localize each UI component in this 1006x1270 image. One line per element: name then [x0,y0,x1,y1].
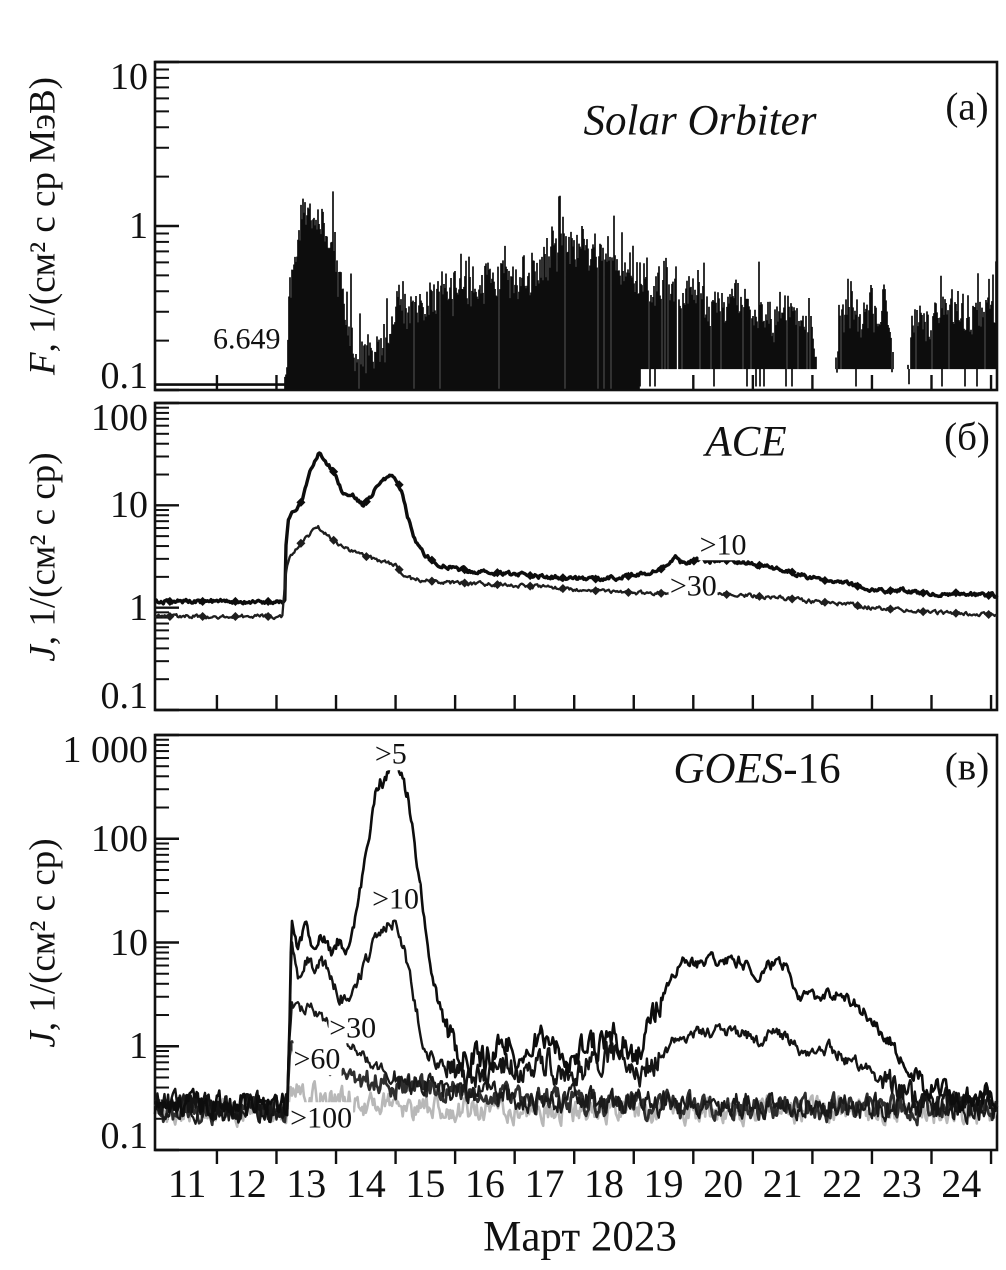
y-tick-label: 1 [129,1025,148,1068]
y-tick-label: 100 [91,817,148,860]
x-tick-label: 24 [941,1161,982,1206]
series-marker-ace10 [525,571,535,581]
series-marker-ace10 [591,574,601,584]
x-tick-label: 17 [524,1161,565,1206]
series-marker-ace10 [656,564,666,574]
curve-label: >10 [698,528,748,562]
panel-title-b: ACE [705,418,786,467]
x-tick-label: 23 [881,1161,922,1206]
y-tick-label: 0.1 [100,355,149,397]
y-tick-label: 100 [91,397,148,439]
series-marker-ace30 [853,601,863,611]
y-tick-label: 1 [129,586,148,629]
series-marker-ace30 [525,581,535,591]
y-axis-title-a: F, 1/(см² с ср МэВ) [22,77,65,375]
curve-label: >100 [289,1100,354,1134]
x-tick-label: 14 [345,1161,386,1206]
series-marker-ace30 [492,580,502,590]
series-marker-ace10 [460,565,470,575]
series-marker-ace30 [591,586,601,596]
y-axis-title-b: J, 1/(см² с ср) [22,452,65,661]
series-marker-ace30 [820,597,830,607]
curve-label: >30 [328,1011,378,1045]
y-tick-label: 1 [129,205,148,247]
y-axis-title-v: J, 1/(см² с ср) [22,838,65,1047]
series-marker-ace30 [918,607,928,617]
x-tick-label: 21 [762,1161,803,1206]
x-tick-label: 22 [822,1161,863,1206]
series-marker-ace10 [885,586,895,596]
curve-label: >60 [292,1042,342,1076]
series-marker-ace30 [329,535,339,545]
y-tick-label: 1 000 [62,729,149,771]
panel-title-a: Solar Orbiter [584,97,817,146]
y-tick-label: 0.1 [100,675,149,717]
series-marker-ace10 [492,568,502,578]
series-marker-ace10 [787,567,797,577]
x-tick-label: 18 [583,1161,624,1206]
x-tick-label: 13 [286,1161,327,1206]
y-axis-var: J [22,644,64,662]
series-marker-ace10 [754,560,764,570]
y-tick-label: 10 [110,484,148,527]
panel-title-roman: -16 [783,745,841,793]
series-marker-ace30 [558,584,568,594]
x-tick-label: 12 [226,1161,267,1206]
y-axis-var: J [22,1030,64,1048]
series-marker-ace10 [918,588,928,598]
series-marker-ace10 [853,581,863,591]
series-marker-ace10 [951,588,961,598]
x-axis-title: Март 2023 [483,1213,677,1261]
panel-title-italic: Solar Orbiter [583,97,817,145]
series-marker-ace10 [984,590,994,600]
x-tick-label: 19 [643,1161,684,1206]
curve-label: 6.649 [212,322,281,356]
series-marker-ace10 [558,573,568,583]
series-line-g5 [153,759,999,1121]
series-marker-ace30 [984,610,994,620]
series-area-so [284,191,997,390]
series-marker-ace30 [885,604,895,614]
series-marker-ace30 [754,591,764,601]
curve-label: >30 [668,569,718,603]
panel-letter-a: (а) [945,85,989,129]
series-marker-ace30 [460,578,470,588]
panel-title-italic: GOES [673,745,784,793]
y-axis-units: , 1/(см² с ср) [22,451,64,645]
series-marker-ace30 [656,588,666,598]
panel-letter-v: (в) [944,745,990,789]
series-marker-ace10 [820,575,830,586]
series-marker-ace30 [722,590,732,600]
y-tick-label: 10 [110,921,148,964]
panel-frame-b [153,401,999,712]
curve-label: >10 [371,882,421,916]
panel-title-v: GOES-16 [673,745,840,794]
y-tick-label: 10 [110,56,148,98]
x-tick-label: 16 [464,1161,505,1206]
y-axis-units: , 1/(см² с ср) [22,837,64,1031]
x-tick-label: 15 [405,1161,446,1206]
y-axis-var: F [22,352,64,376]
series-marker-ace30 [361,552,371,562]
curve-label: >5 [373,737,408,771]
series-marker-ace10 [623,571,633,581]
y-axis-units: , 1/(см² с ср МэВ) [22,76,64,353]
panel-letter-b: (б) [944,415,990,459]
series-marker-ace30 [951,608,961,618]
series-marker-ace30 [787,594,797,604]
series-line-g10 [153,919,999,1124]
series-line-g30 [153,1001,999,1125]
series-marker-ace30 [623,587,633,597]
y-tick-label: 0.1 [100,1115,149,1157]
x-tick-label: 20 [703,1161,744,1206]
panel-title-italic: ACE [705,418,787,466]
series-marker-ace10 [689,556,699,566]
x-tick-label: 11 [167,1161,207,1206]
